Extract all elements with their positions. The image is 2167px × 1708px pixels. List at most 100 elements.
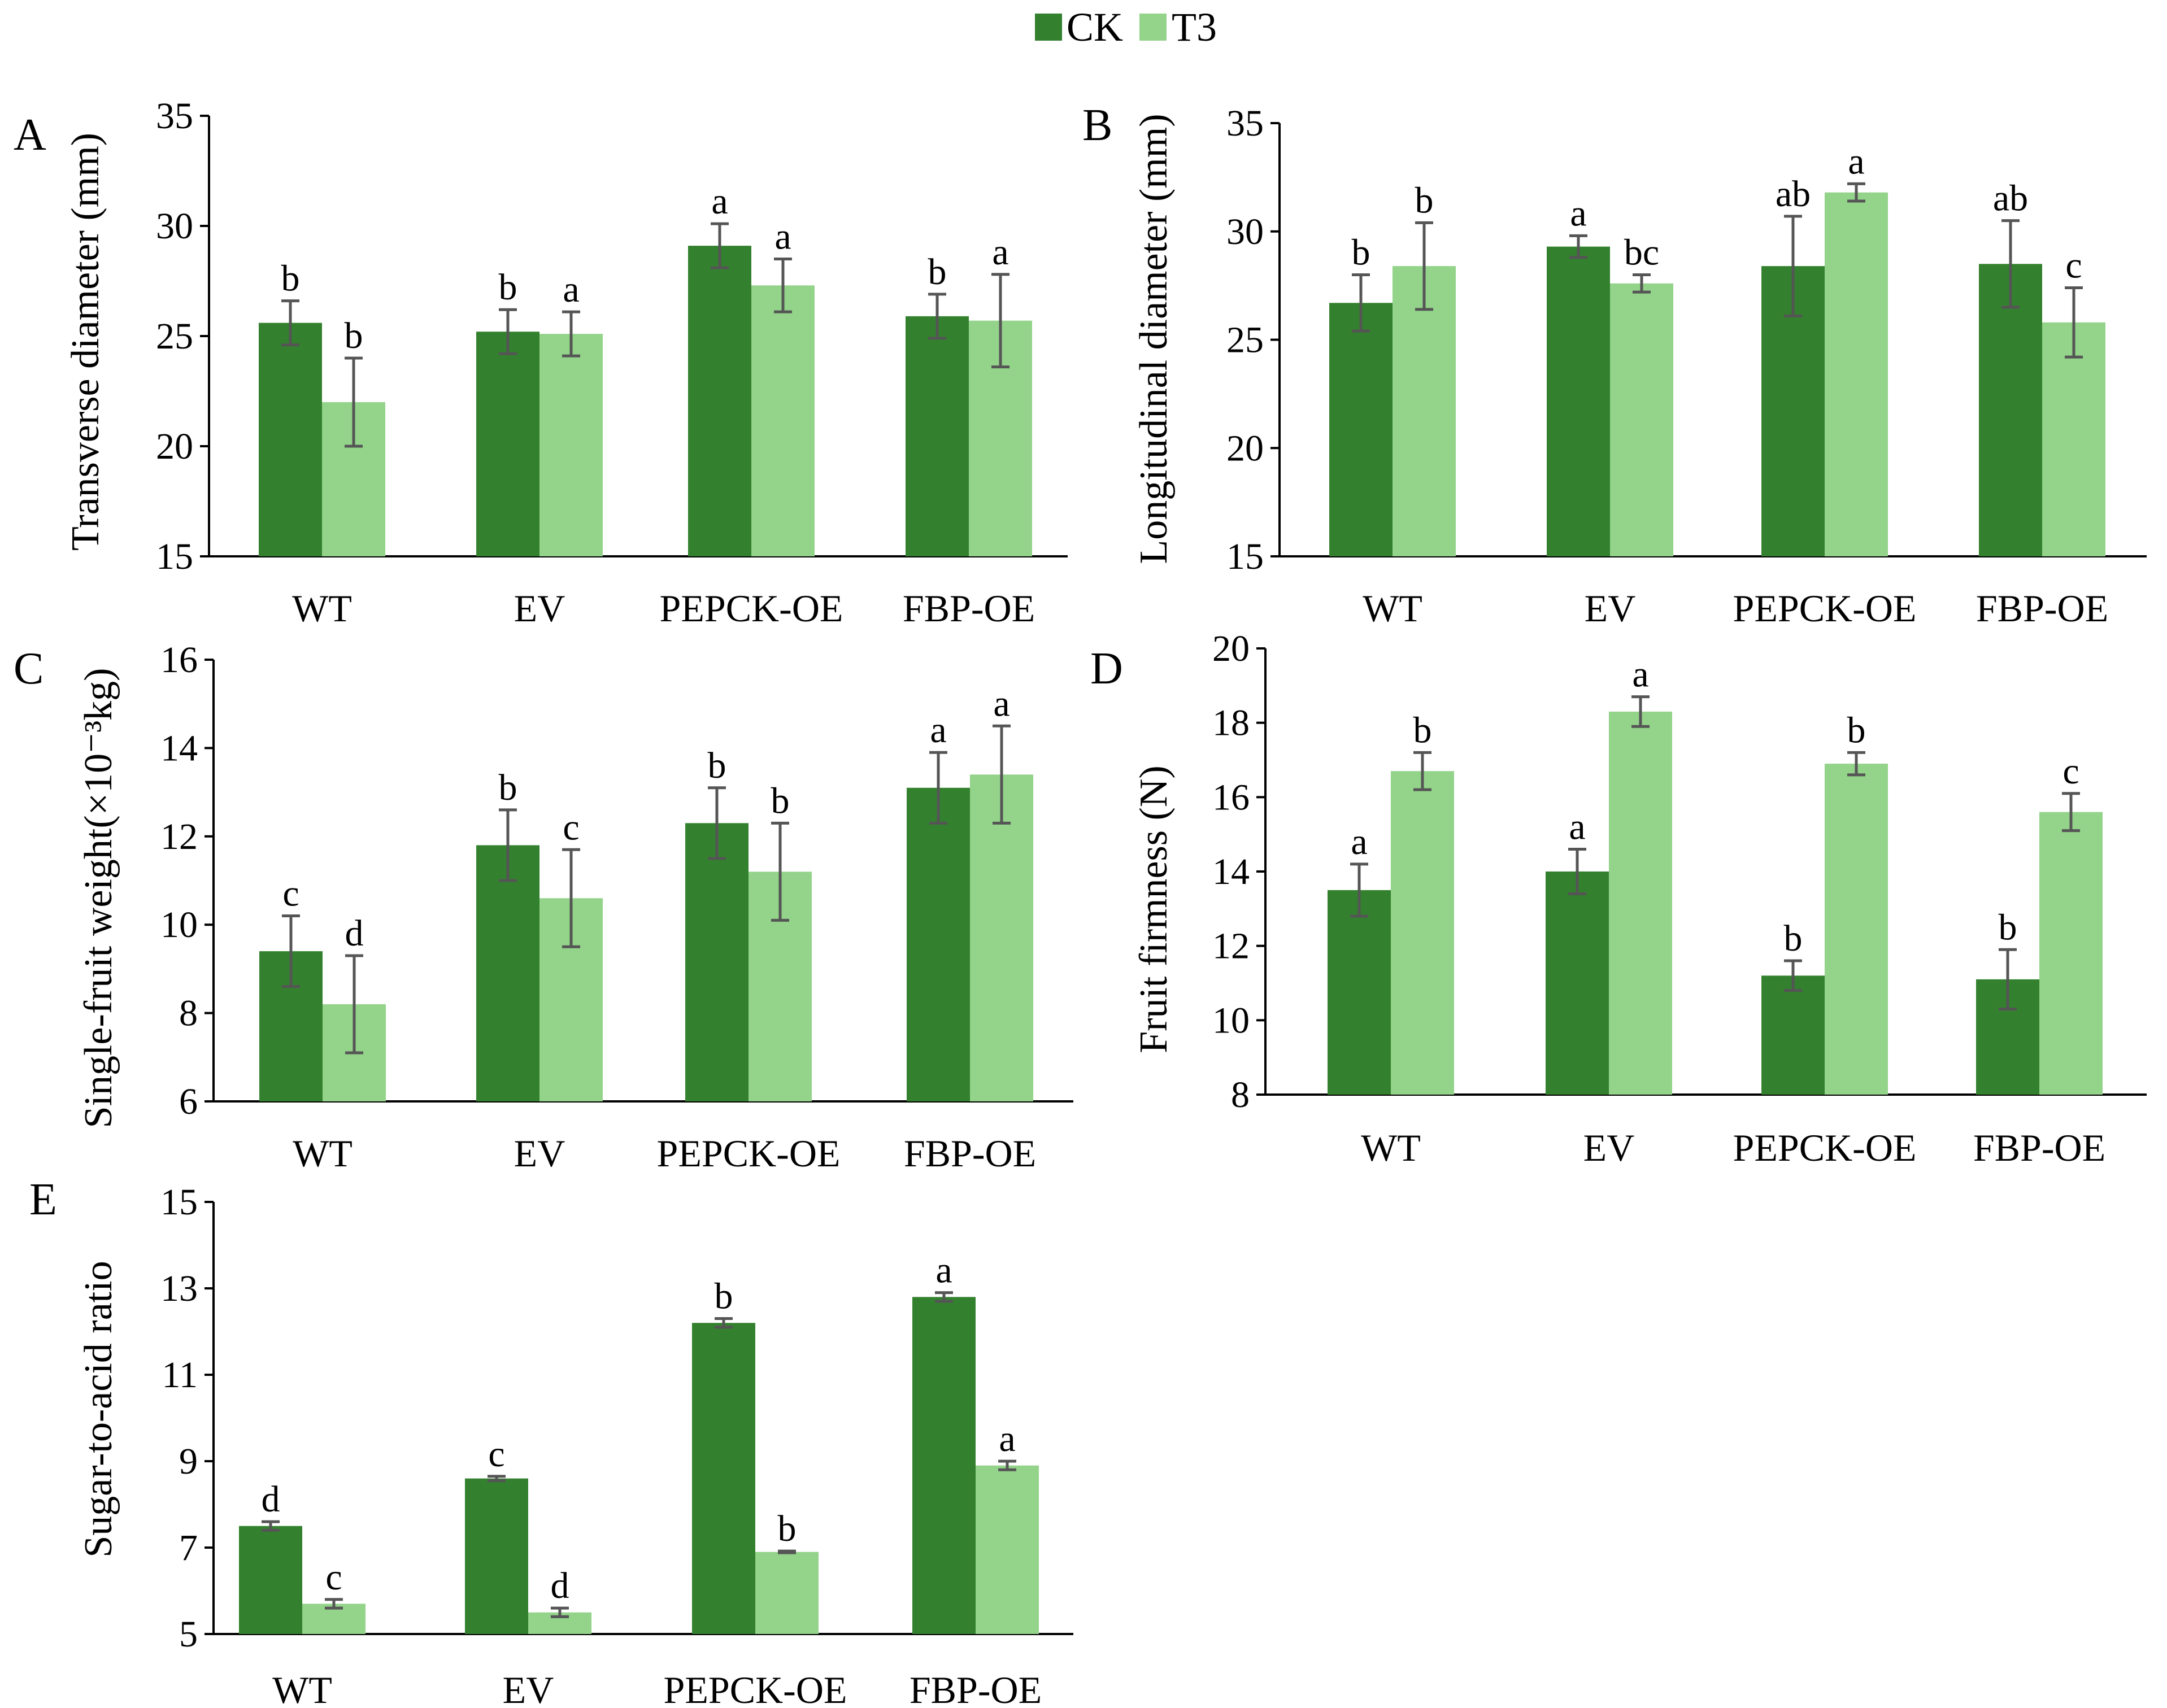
x-category-label: EV bbox=[514, 1132, 565, 1175]
legend-label-t3: T3 bbox=[1172, 5, 1217, 50]
bar-ck bbox=[1329, 303, 1393, 556]
error-bar bbox=[774, 258, 792, 313]
error-bar bbox=[1999, 948, 2017, 1011]
error-bar bbox=[2001, 219, 2020, 309]
bar-t3 bbox=[755, 1552, 819, 1634]
y-tick-label: 7 bbox=[179, 1527, 198, 1568]
y-tick-label: 10 bbox=[1212, 1000, 1250, 1041]
error-bar bbox=[1784, 215, 1802, 317]
significance-letter: c bbox=[2065, 245, 2082, 286]
x-category-label: EV bbox=[503, 1668, 554, 1708]
x-category-label: WT bbox=[1361, 1126, 1421, 1169]
bar-ck bbox=[685, 823, 749, 1101]
x-category-label: EV bbox=[1585, 587, 1636, 630]
x-category-label: PEPCK-OE bbox=[657, 1132, 841, 1175]
y-tick-label: 12 bbox=[160, 816, 198, 857]
panel-label-a: A bbox=[14, 110, 46, 160]
significance-letter: b bbox=[499, 767, 517, 808]
significance-letter: a bbox=[711, 181, 728, 222]
error-bar bbox=[2065, 286, 2083, 359]
error-bar bbox=[2062, 792, 2080, 833]
y-tick-label: 15 bbox=[156, 536, 193, 577]
error-bar bbox=[1568, 848, 1586, 895]
y-axis-e: 5 7 9 11 13 15 bbox=[160, 1182, 215, 1655]
bar-t3 bbox=[2039, 812, 2103, 1095]
x-category-label: FBP-OE bbox=[1973, 1126, 2105, 1169]
error-bar bbox=[1415, 221, 1433, 311]
error-bar bbox=[325, 1598, 343, 1610]
x-category-label: EV bbox=[1583, 1126, 1635, 1169]
error-bar bbox=[1847, 751, 1865, 777]
bar-t3 bbox=[1610, 283, 1673, 556]
error-bar bbox=[345, 356, 363, 448]
bar-t3 bbox=[1609, 711, 1672, 1095]
error-bar bbox=[1633, 273, 1651, 294]
error-bar bbox=[1413, 751, 1431, 791]
x-axis-d: WT EV PEPCK-OE FBP-OE bbox=[1265, 1093, 2147, 1169]
y-tick-label: 12 bbox=[1212, 926, 1250, 967]
y-axis-title-d: Fruit firmness (N) bbox=[1132, 765, 1176, 1053]
legend-label-ck: CK bbox=[1067, 5, 1123, 50]
error-bar bbox=[929, 751, 947, 825]
x-category-label: WT bbox=[292, 587, 352, 630]
x-category-label: WT bbox=[293, 1132, 353, 1175]
bar-t3 bbox=[970, 774, 1033, 1101]
significance-letter: bc bbox=[1624, 232, 1659, 273]
significance-letter: b bbox=[1847, 709, 1866, 751]
error-bar bbox=[993, 724, 1011, 825]
bars-e: d c b a c d b a bbox=[239, 1250, 1039, 1634]
error-bar bbox=[998, 1459, 1016, 1471]
bar-ck bbox=[1547, 246, 1610, 557]
significance-letter: c bbox=[325, 1557, 342, 1598]
error-bar bbox=[551, 1606, 569, 1618]
y-tick-label: 16 bbox=[160, 639, 198, 681]
x-category-label: FBP-OE bbox=[903, 587, 1035, 630]
x-category-label: EV bbox=[514, 587, 565, 630]
y-tick-label: 30 bbox=[156, 206, 193, 247]
y-tick-label: 20 bbox=[1226, 428, 1264, 469]
significance-letter: b bbox=[708, 745, 726, 786]
bar-t3 bbox=[1391, 771, 1454, 1095]
significance-letter: b bbox=[1352, 232, 1370, 273]
significance-letter: b bbox=[281, 258, 300, 299]
bar-ck bbox=[259, 323, 322, 556]
y-tick-label: 25 bbox=[1226, 320, 1264, 361]
y-tick-label: 8 bbox=[179, 993, 198, 1034]
significance-letter: ab bbox=[1993, 178, 2028, 219]
bar-ck bbox=[476, 332, 539, 556]
y-tick-label: 13 bbox=[160, 1268, 198, 1309]
x-axis-b: WT EV PEPCK-OE FBP-OE bbox=[1280, 555, 2147, 630]
bar-ck bbox=[1328, 890, 1391, 1095]
significance-letter: b bbox=[345, 315, 363, 356]
panel-e: E Sugar-to-acid ratio 5 7 9 11 13 15 WT EV PEPC… bbox=[29, 1175, 1073, 1708]
significance-letter: a bbox=[1569, 807, 1585, 848]
significance-letter: a bbox=[992, 232, 1008, 273]
y-axis-title-e: Sugar-to-acid ratio bbox=[77, 1261, 120, 1557]
bar-t3 bbox=[539, 334, 603, 556]
significance-letter: b bbox=[1999, 907, 2017, 948]
x-category-label: PEPCK-OE bbox=[664, 1668, 847, 1708]
y-tick-label: 6 bbox=[179, 1081, 198, 1122]
error-bar bbox=[991, 273, 1009, 369]
panel-c: C Single-fruit weight(×10⁻³kg) 6 8 10 12 14 1… bbox=[14, 639, 1073, 1175]
significance-letter: a bbox=[935, 1250, 952, 1291]
error-bar bbox=[499, 808, 517, 882]
y-tick-label: 8 bbox=[1231, 1074, 1250, 1116]
error-bar bbox=[711, 222, 729, 269]
significance-letter: b bbox=[928, 251, 947, 293]
significance-letter: b bbox=[715, 1276, 733, 1317]
significance-letter: a bbox=[1570, 193, 1586, 234]
y-tick-label: 9 bbox=[179, 1441, 198, 1482]
x-axis-e: WT EV PEPCK-OE FBP-OE bbox=[214, 1633, 1073, 1708]
bar-ck bbox=[239, 1526, 302, 1634]
error-bar bbox=[935, 1291, 953, 1303]
significance-letter: b bbox=[1784, 918, 1803, 959]
bar-ck bbox=[907, 787, 970, 1101]
bar-ck bbox=[476, 845, 539, 1101]
significance-letter: a bbox=[993, 683, 1009, 724]
y-tick-label: 14 bbox=[160, 727, 198, 769]
error-bar bbox=[1350, 862, 1368, 918]
bars-c: c b b a d c b a bbox=[259, 683, 1033, 1101]
bar-ck bbox=[692, 1323, 755, 1634]
